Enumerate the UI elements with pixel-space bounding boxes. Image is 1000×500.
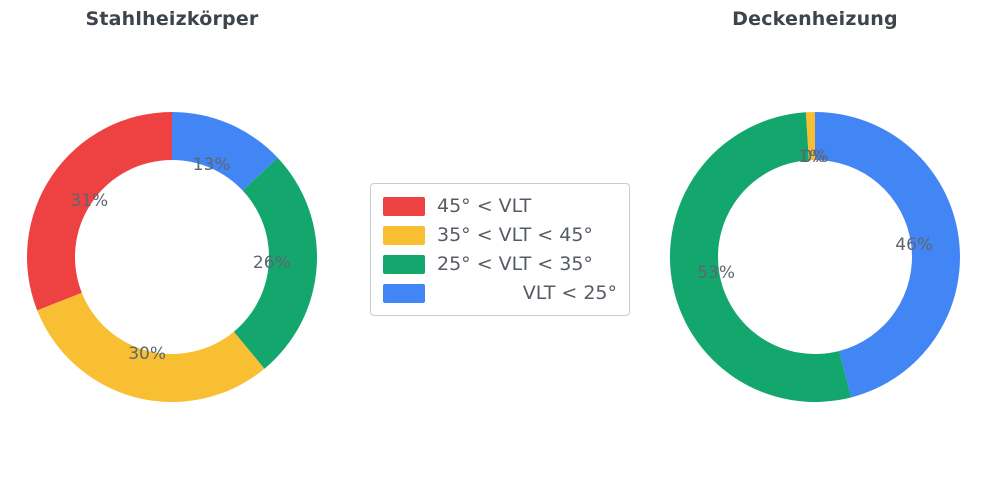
donut-slice	[805, 112, 815, 161]
percent-label: 30%	[128, 343, 166, 364]
donut-slice	[172, 112, 278, 191]
legend-label-yellow: 35° < VLT < 45°	[437, 224, 593, 246]
legend-swatch-blue	[383, 283, 425, 303]
percent-label: 46%	[895, 234, 934, 255]
legend-item-red: 45° < VLT	[383, 195, 617, 217]
donut-chart-left: 13% 26% 30% 31%	[17, 102, 327, 412]
percent-label: 13%	[192, 155, 231, 176]
legend-label-green: 25° < VLT < 35°	[437, 253, 593, 275]
donut-slice	[26, 111, 173, 311]
chart-title-left: Stahlheizkörper	[85, 8, 259, 30]
percent-label: 26%	[252, 253, 291, 274]
legend-swatch-red	[383, 196, 425, 216]
legend-item-yellow: 35° < VLT < 45°	[383, 224, 617, 246]
chart-stahlheizkoerper: Stahlheizkörper 13% 26% 30% 31%	[12, 8, 332, 412]
legend-swatch-yellow	[383, 225, 425, 245]
legend-swatch-green	[383, 254, 425, 274]
donut-slice	[669, 112, 852, 403]
legend: 45° < VLT 35° < VLT < 45° 25° < VLT < 35…	[370, 183, 630, 316]
legend-item-green: 25° < VLT < 35°	[383, 253, 617, 275]
chart-deckenheizung: Deckenheizung 46% 53% 1% 0%	[655, 8, 975, 412]
donut-slice	[233, 157, 317, 369]
percent-label: 53%	[697, 262, 736, 283]
donut-svg-right	[669, 112, 960, 403]
donut-chart-right: 46% 53% 1% 0%	[660, 102, 970, 412]
percent-label: 0%	[801, 147, 829, 167]
percent-label: 1%	[798, 147, 826, 167]
legend-label-blue: VLT < 25°	[522, 282, 617, 304]
donut-slice	[37, 292, 265, 403]
legend-item-blue: VLT < 25°	[383, 282, 617, 304]
legend-label-red: 45° < VLT	[437, 195, 532, 217]
donut-slice	[815, 112, 960, 398]
chart-title-right: Deckenheizung	[732, 8, 898, 30]
percent-label: 31%	[70, 190, 109, 211]
donut-svg-left	[26, 111, 317, 403]
